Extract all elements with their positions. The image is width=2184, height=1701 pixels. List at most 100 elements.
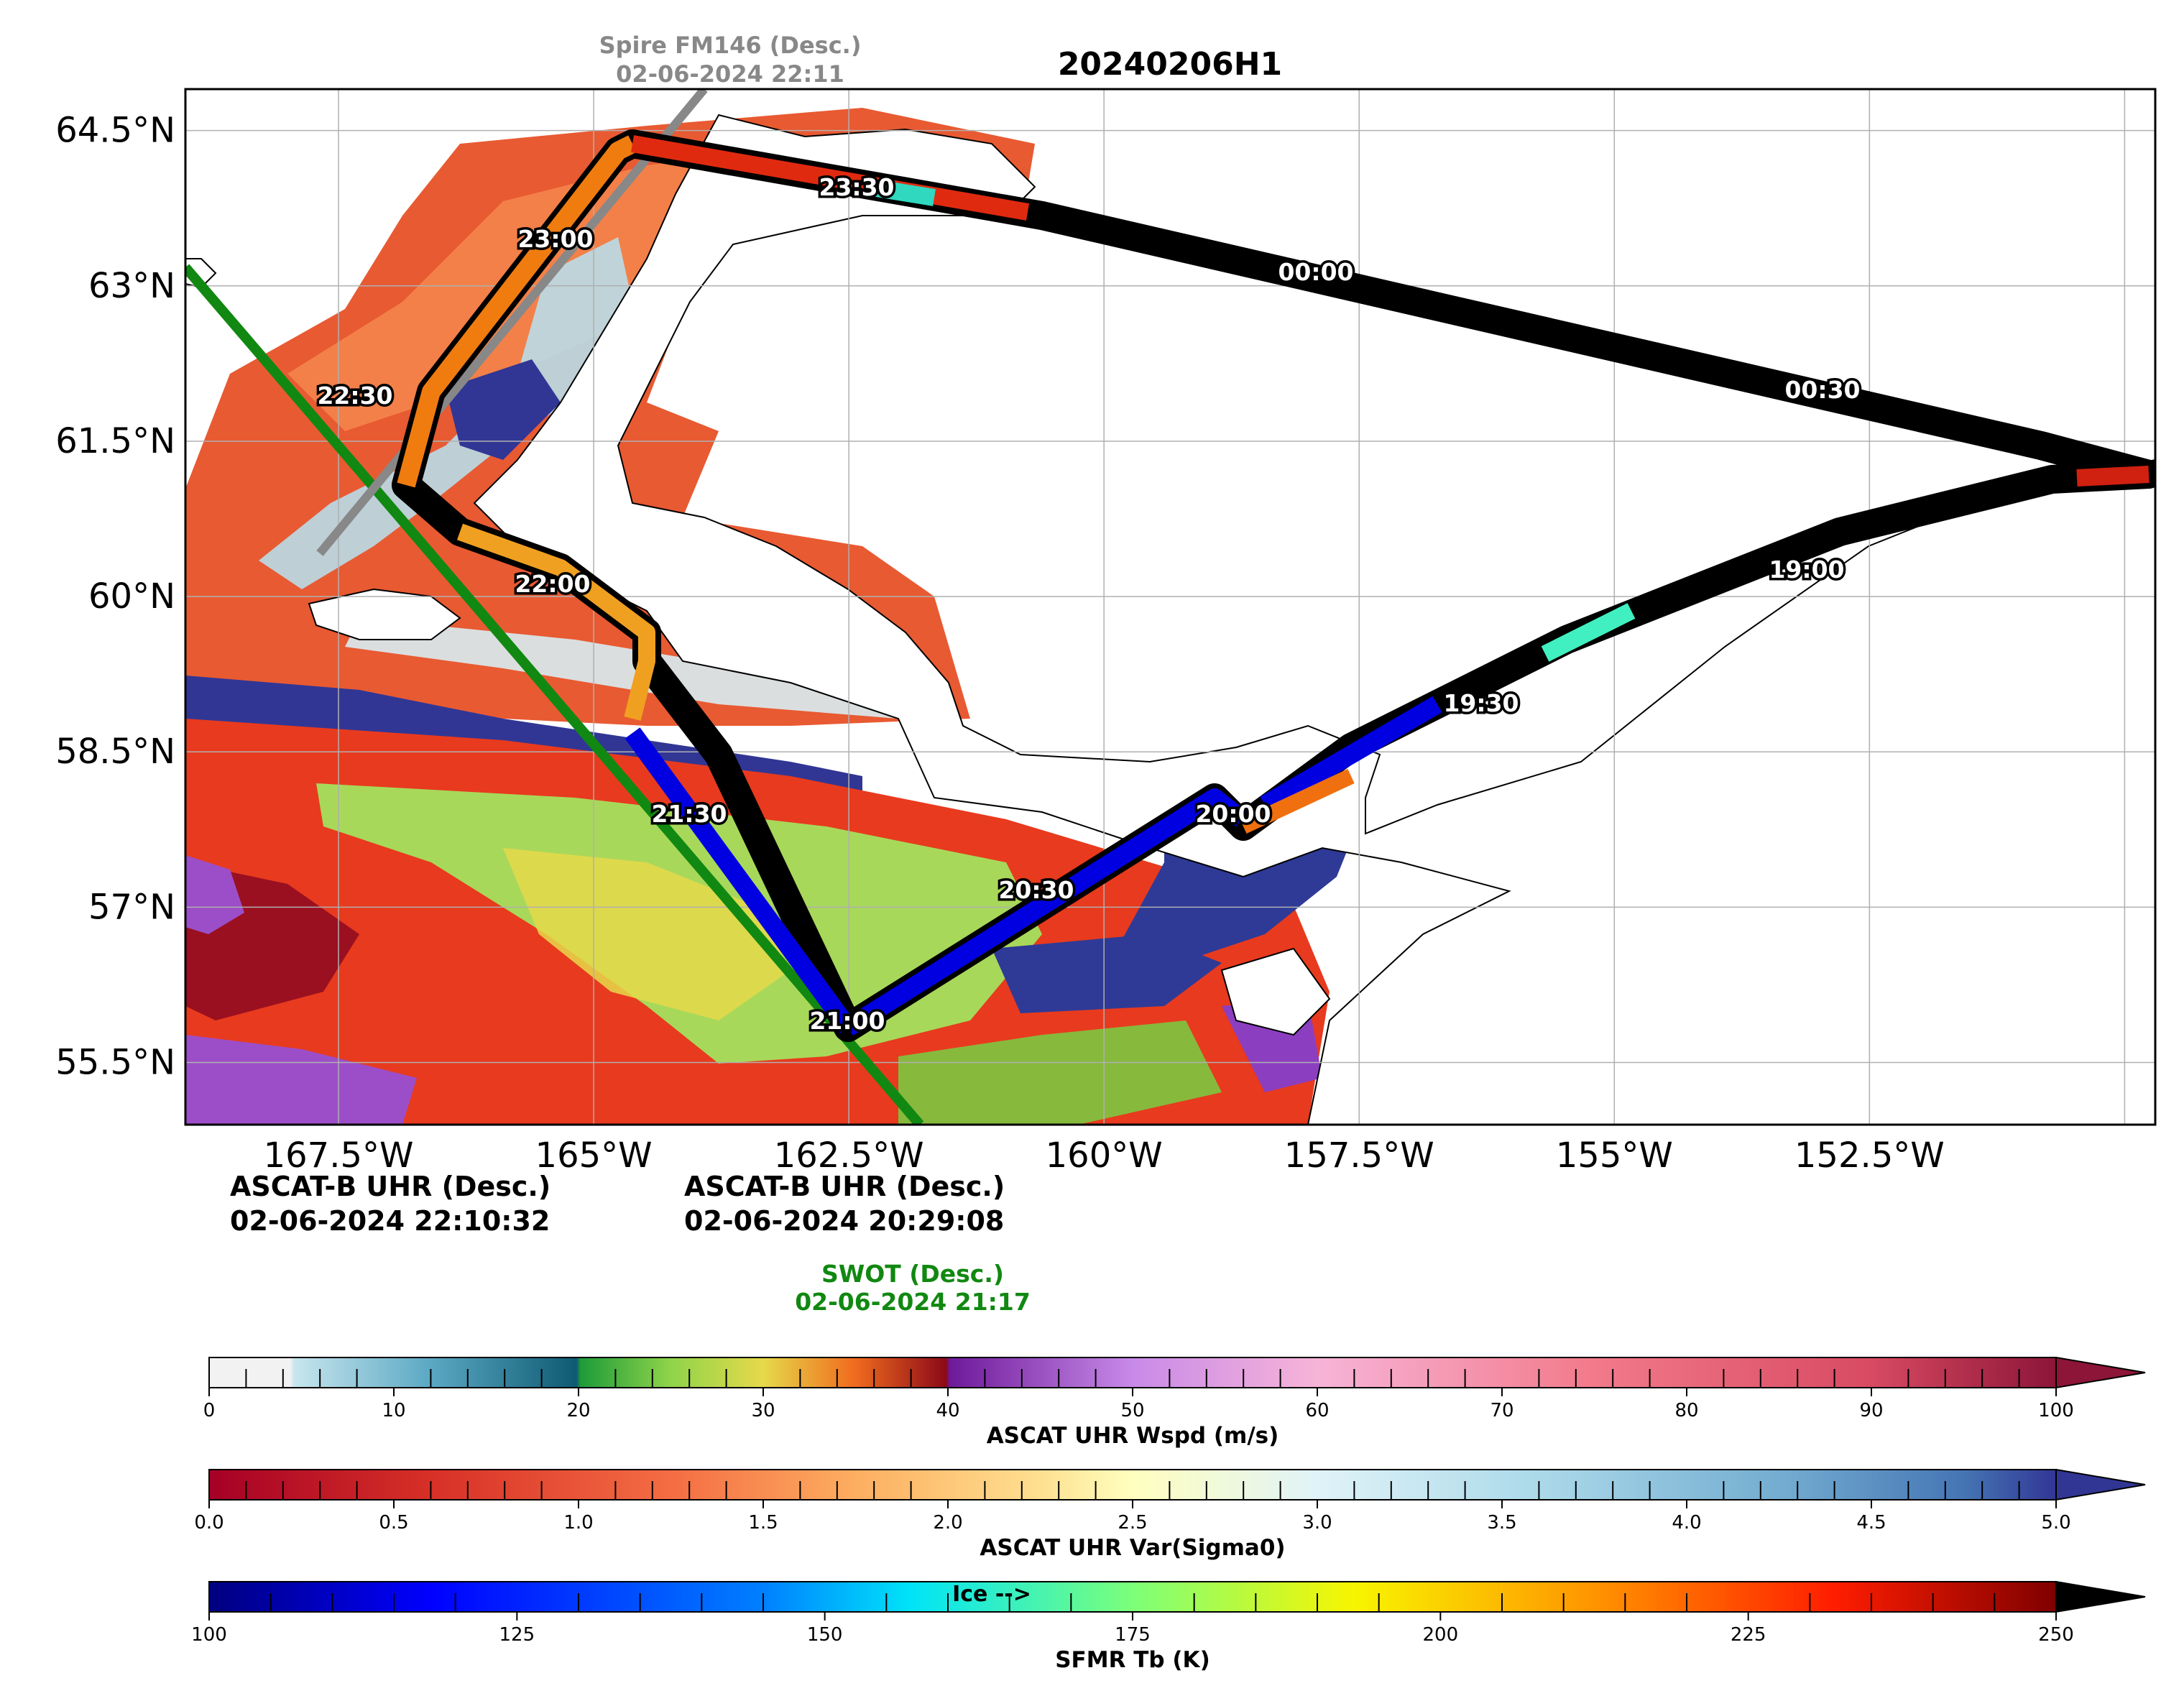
alaska-mainland xyxy=(473,114,2155,1125)
colorbar-tick-label: 1.5 xyxy=(748,1512,778,1534)
colorbar-wspd: 0 10 20 30 40 50 60 70 80 90 100 ASCAT UHR Wspd (m… xyxy=(203,1356,2146,1449)
colorbar-tick-label: 150 xyxy=(807,1624,843,1646)
map-panel: 19:00 19:30 20:00 20:30 21:00 21:30 22:00 22:30… xyxy=(185,89,2155,1125)
colorbar-tick-label: 90 xyxy=(1859,1400,1883,1421)
colorbar-tick-label: 5.0 xyxy=(2041,1512,2070,1534)
colorbar-tick-label: 80 xyxy=(1674,1400,1698,1421)
flight-track-time-labels: 19:00 19:30 20:00 20:30 21:00 21:30 22:00 22:30… xyxy=(315,171,1863,1038)
ascat-left-pass-time: 02-06-2024 22:10:32 xyxy=(230,1205,550,1237)
flight-time-label: 23:30 xyxy=(819,173,894,201)
nunivak-island xyxy=(308,588,461,640)
colorbar-tick-label: 10 xyxy=(382,1400,405,1421)
swot-ground-track xyxy=(185,264,924,1125)
colorbar-tick-label: 250 xyxy=(2038,1624,2074,1646)
flight-track-sfmr-orange-se xyxy=(1240,769,1355,834)
flight-time-label: 20:00 xyxy=(1195,800,1271,828)
lon-tick-label: 162.5°W xyxy=(774,1135,924,1176)
colorbar-tick-label: 20 xyxy=(566,1400,590,1421)
flight-time-label: 22:30 xyxy=(317,382,392,410)
flight-track-sfmr-orange-nw xyxy=(397,135,637,488)
colorbar-tick-label: 4.5 xyxy=(1856,1512,1886,1534)
colorbar-var-extend-arrow xyxy=(2055,1468,2146,1501)
lon-tick-label: 167.5°W xyxy=(264,1135,414,1176)
colorbar-tick-label: 100 xyxy=(2038,1400,2074,1421)
colorbar-tick-label: 3.5 xyxy=(1487,1512,1516,1534)
flight-time-label: 00:00 xyxy=(1278,258,1353,286)
colorbar-tick-label: 1.0 xyxy=(563,1512,593,1534)
lon-tick-label: 157.5°W xyxy=(1284,1135,1434,1176)
lat-tick-label: 55.5°N xyxy=(55,1043,175,1083)
colorbar-tick-label: 50 xyxy=(1120,1400,1144,1421)
spire-ground-track xyxy=(316,89,708,556)
flight-track-sfmr-red-east xyxy=(2076,466,2150,487)
figure-title: 20240206H1 xyxy=(1058,46,1282,83)
colorbar-wspd-label: ASCAT UHR Wspd (m/s) xyxy=(987,1423,1279,1449)
lat-tick-label: 64.5°N xyxy=(55,111,175,151)
latitude-axis: 64.5°N 63°N 61.5°N 60°N 58.5°N 57°N 55.5°N xyxy=(55,111,175,1083)
colorbar-tick-label: 200 xyxy=(1423,1624,1459,1646)
colorbar-wspd-fill xyxy=(208,1357,2057,1388)
map-frame xyxy=(184,88,2157,1126)
ascat-var-blue-south xyxy=(992,934,1222,1013)
lat-tick-label: 58.5°N xyxy=(55,732,175,772)
lon-tick-label: 165°W xyxy=(535,1135,653,1176)
colorbar-var: 0.0 0.5 1.0 1.5 2.0 2.5 3.0 3.5 4.0 4.5 5.0 ASCAT … xyxy=(194,1468,2146,1561)
colorbar-var-label: ASCAT UHR Var(Sigma0) xyxy=(980,1535,1285,1561)
colorbar-tick-label: 30 xyxy=(751,1400,775,1421)
colorbar-wspd-extend-arrow xyxy=(2055,1356,2146,1389)
flight-time-label: 21:30 xyxy=(651,800,727,828)
ascat-var-lightblue xyxy=(259,237,632,589)
colorbar-tick-label: 2.5 xyxy=(1118,1512,1147,1534)
flight-track-sfmr-blue-south xyxy=(843,788,1248,1036)
flight-track-sfmr-cyan-east xyxy=(1541,603,1636,662)
flight-time-label: 23:00 xyxy=(517,225,593,253)
longitude-axis: 167.5°W 165°W 162.5°W 160°W 157.5°W 155°W 152.… xyxy=(264,1135,1945,1176)
colorbar-tb: Ice --> 100 125 150 175 200 225 250 SFMR Tb (K… xyxy=(191,1580,2146,1673)
ascat-wspd-purple-sw xyxy=(185,1035,417,1125)
ascat-right-pass-name: ASCAT-B UHR (Desc.) xyxy=(684,1171,1005,1202)
flight-track-sfmr-red-north xyxy=(630,135,1030,221)
colorbar-var-fill xyxy=(208,1469,2057,1501)
spire-pass-time: 02-06-2024 22:11 xyxy=(616,60,844,88)
alaska-peninsula xyxy=(1220,947,1331,1036)
lat-tick-label: 61.5°N xyxy=(55,421,175,461)
swot-pass-name: SWOT (Desc.) xyxy=(821,1260,1004,1288)
lat-tick-label: 63°N xyxy=(88,266,175,306)
colorbar-tick-label: 175 xyxy=(1115,1624,1151,1646)
map-grid xyxy=(185,89,2155,1125)
flight-time-label: 00:30 xyxy=(1784,376,1860,404)
ascat-left-pass-name: ASCAT-B UHR (Desc.) xyxy=(230,1171,550,1202)
lat-tick-label: 57°N xyxy=(88,887,175,927)
colorbar-tb-ice-annotation: Ice --> xyxy=(952,1582,1031,1607)
ascat-wspd-purple-w xyxy=(185,855,244,934)
colorbar-tick-label: 100 xyxy=(191,1624,227,1646)
lat-tick-label: 60°N xyxy=(88,576,175,617)
spire-pass-name: Spire FM146 (Desc.) xyxy=(599,32,862,59)
ascat-right-pass-time: 02-06-2024 20:29:08 xyxy=(684,1205,1004,1237)
colorbar-tick-label: 3.0 xyxy=(1302,1512,1332,1534)
colorbar-tb-fill xyxy=(208,1581,2057,1613)
colorbar-tick-label: 4.0 xyxy=(1672,1512,1701,1534)
colorbar-tb-label: SFMR Tb (K) xyxy=(1055,1647,1210,1673)
flight-time-label: 20:30 xyxy=(998,876,1074,904)
colorbar-tick-label: 60 xyxy=(1305,1400,1329,1421)
colorbar-tick-label: 70 xyxy=(1490,1400,1513,1421)
ascat-var-blue-north xyxy=(446,359,561,460)
flight-track-sfmr-blue-west xyxy=(625,727,856,1033)
colorbar-tb-extend-arrow xyxy=(2055,1580,2146,1613)
flight-track-sfmr-cyan-north xyxy=(875,180,936,206)
lon-tick-label: 152.5°W xyxy=(1794,1135,1945,1176)
colorbar-tick-label: 225 xyxy=(1731,1624,1766,1646)
colorbar-tick-label: 40 xyxy=(936,1400,959,1421)
ascat-var-lightband xyxy=(345,618,898,719)
flight-track-sfmr-blue-mid xyxy=(1260,696,1442,813)
flight-time-label: 21:00 xyxy=(809,1007,885,1035)
colorbar-tick-label: 0 xyxy=(203,1400,216,1421)
lon-tick-label: 160°W xyxy=(1046,1135,1163,1176)
colorbar-tick-label: 0.5 xyxy=(379,1512,408,1534)
flight-track xyxy=(392,129,2155,1042)
colorbar-tick-label: 2.0 xyxy=(933,1512,962,1534)
lon-tick-label: 155°W xyxy=(1556,1135,1673,1176)
colorbar-tick-label: 0.0 xyxy=(194,1512,224,1534)
